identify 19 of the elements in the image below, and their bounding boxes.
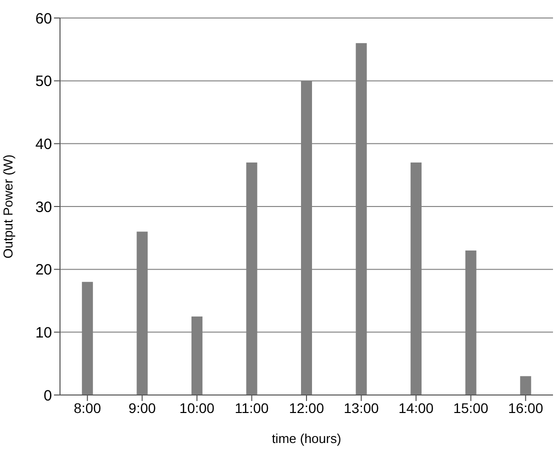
x-tick-label: 15:00 bbox=[453, 400, 489, 416]
x-tick-label: 8:00 bbox=[74, 400, 102, 416]
y-tick-label: 30 bbox=[35, 198, 52, 216]
y-axis-title: Output Power (W) bbox=[0, 154, 16, 259]
x-tick-label: 12:00 bbox=[288, 400, 324, 416]
y-tick-label: 50 bbox=[35, 73, 52, 90]
y-tick-label: 0 bbox=[44, 387, 52, 404]
x-tick-label: 16:00 bbox=[508, 400, 544, 416]
x-tick-label: 13:00 bbox=[344, 400, 379, 416]
y-tick-label: 60 bbox=[35, 10, 52, 28]
x-tick-label: 9:00 bbox=[128, 400, 156, 416]
y-tick-label: 10 bbox=[35, 324, 52, 342]
y-tick-label: 40 bbox=[35, 136, 52, 153]
x-axis-title: time (hours) bbox=[272, 431, 342, 446]
x-tick-label: 14:00 bbox=[398, 400, 434, 416]
bar bbox=[520, 376, 532, 395]
y-tick-label: 20 bbox=[35, 262, 52, 279]
x-tick-label: 11:00 bbox=[234, 400, 269, 416]
x-tick-label: 10:00 bbox=[179, 400, 215, 416]
